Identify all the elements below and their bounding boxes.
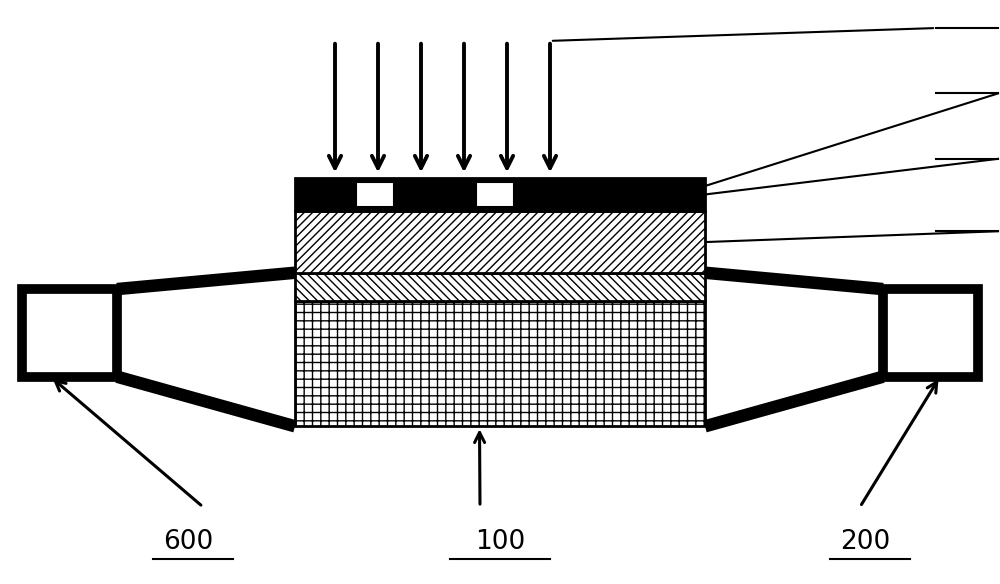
Bar <box>295 301 705 426</box>
Bar <box>295 178 705 211</box>
Bar <box>883 289 978 377</box>
Bar <box>295 273 705 301</box>
Text: 200: 200 <box>840 529 890 555</box>
Bar <box>356 182 394 207</box>
Text: 100: 100 <box>475 529 525 555</box>
Bar <box>22 289 117 377</box>
Bar <box>476 182 514 207</box>
Text: 600: 600 <box>163 529 213 555</box>
Bar <box>295 211 705 273</box>
